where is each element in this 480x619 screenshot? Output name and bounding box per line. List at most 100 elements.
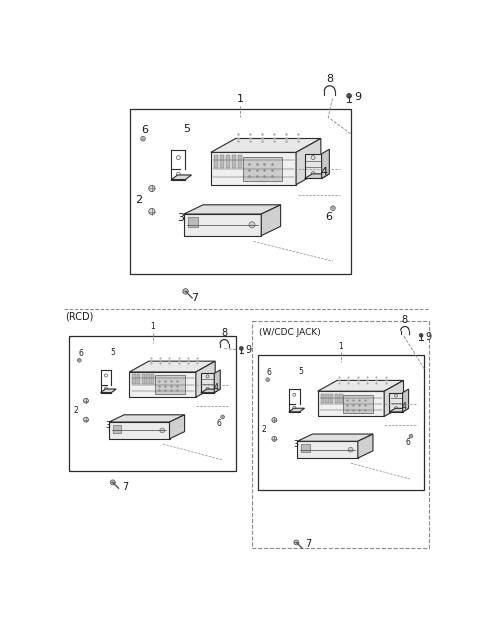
Text: 2: 2 <box>73 405 78 415</box>
Text: 6: 6 <box>267 368 272 378</box>
Bar <box>69 336 236 471</box>
Circle shape <box>160 428 165 433</box>
Circle shape <box>221 415 225 418</box>
Text: 7: 7 <box>306 539 312 549</box>
Bar <box>232 155 236 168</box>
Bar <box>339 394 343 403</box>
Bar <box>301 444 310 452</box>
Polygon shape <box>261 205 281 236</box>
Bar <box>252 321 429 548</box>
Bar <box>214 155 218 168</box>
Polygon shape <box>184 205 281 214</box>
Text: 6: 6 <box>79 349 84 358</box>
Bar <box>304 154 322 178</box>
Text: 2: 2 <box>262 425 267 434</box>
Circle shape <box>149 209 155 215</box>
Bar <box>151 374 154 384</box>
Polygon shape <box>130 372 196 397</box>
Circle shape <box>294 540 299 545</box>
Circle shape <box>183 288 188 294</box>
Bar <box>137 374 140 384</box>
Text: 4: 4 <box>214 383 218 392</box>
Polygon shape <box>211 139 321 152</box>
Bar <box>155 375 184 394</box>
Polygon shape <box>298 434 373 441</box>
Polygon shape <box>100 389 116 392</box>
Text: 9: 9 <box>425 332 431 342</box>
Text: 8: 8 <box>402 314 408 324</box>
Circle shape <box>347 93 351 98</box>
Polygon shape <box>318 381 404 391</box>
Polygon shape <box>211 152 296 184</box>
Circle shape <box>272 436 276 441</box>
Polygon shape <box>296 139 321 184</box>
Circle shape <box>249 222 255 228</box>
Bar <box>258 355 424 490</box>
Circle shape <box>272 418 276 422</box>
Polygon shape <box>304 174 329 178</box>
Bar <box>201 373 214 392</box>
Bar <box>142 374 145 384</box>
Text: 4: 4 <box>402 402 407 411</box>
Bar <box>343 394 373 413</box>
Text: (W/CDC JACK): (W/CDC JACK) <box>259 327 321 337</box>
Circle shape <box>240 347 243 350</box>
Polygon shape <box>184 214 261 236</box>
Polygon shape <box>289 409 304 412</box>
Bar <box>335 394 338 403</box>
Text: (RCD): (RCD) <box>65 312 94 322</box>
Text: 9: 9 <box>355 92 361 102</box>
Polygon shape <box>109 415 185 422</box>
Bar <box>113 425 121 433</box>
Circle shape <box>348 448 353 452</box>
Circle shape <box>420 334 423 337</box>
Bar <box>130 109 350 274</box>
Text: 8: 8 <box>326 74 333 84</box>
Bar <box>220 155 224 168</box>
Circle shape <box>84 399 88 403</box>
Circle shape <box>110 480 115 485</box>
Circle shape <box>266 378 269 381</box>
Circle shape <box>141 136 145 141</box>
Text: 6: 6 <box>325 212 332 222</box>
Polygon shape <box>169 415 185 439</box>
Circle shape <box>149 185 155 191</box>
Text: 6: 6 <box>405 438 410 448</box>
Text: 2: 2 <box>135 195 142 205</box>
Bar <box>330 394 333 403</box>
Bar <box>243 157 282 181</box>
Text: 4: 4 <box>321 167 328 177</box>
Text: 8: 8 <box>221 327 228 337</box>
Polygon shape <box>109 422 169 439</box>
Text: 5: 5 <box>184 124 191 134</box>
Polygon shape <box>322 149 329 178</box>
Polygon shape <box>403 389 408 412</box>
Text: 5: 5 <box>299 367 303 376</box>
Text: 3: 3 <box>177 213 184 223</box>
Text: 3: 3 <box>293 439 299 449</box>
Bar <box>146 374 150 384</box>
Text: 9: 9 <box>245 345 252 355</box>
Polygon shape <box>389 409 408 412</box>
Bar <box>188 217 199 227</box>
Circle shape <box>84 417 88 422</box>
Bar <box>389 392 403 412</box>
Text: 7: 7 <box>122 482 128 492</box>
Bar <box>226 155 230 168</box>
Text: 1: 1 <box>338 342 343 351</box>
Text: 5: 5 <box>110 348 115 357</box>
Polygon shape <box>201 389 220 392</box>
Text: 1: 1 <box>237 94 244 105</box>
Bar <box>321 394 324 403</box>
Circle shape <box>409 435 413 438</box>
Polygon shape <box>214 370 220 392</box>
Polygon shape <box>318 391 384 417</box>
Text: 3: 3 <box>105 420 110 430</box>
Text: 6: 6 <box>142 126 149 136</box>
Polygon shape <box>358 434 373 458</box>
Circle shape <box>77 358 81 362</box>
Polygon shape <box>171 175 192 180</box>
Circle shape <box>331 206 335 210</box>
Polygon shape <box>384 381 404 417</box>
Text: 6: 6 <box>217 419 222 428</box>
